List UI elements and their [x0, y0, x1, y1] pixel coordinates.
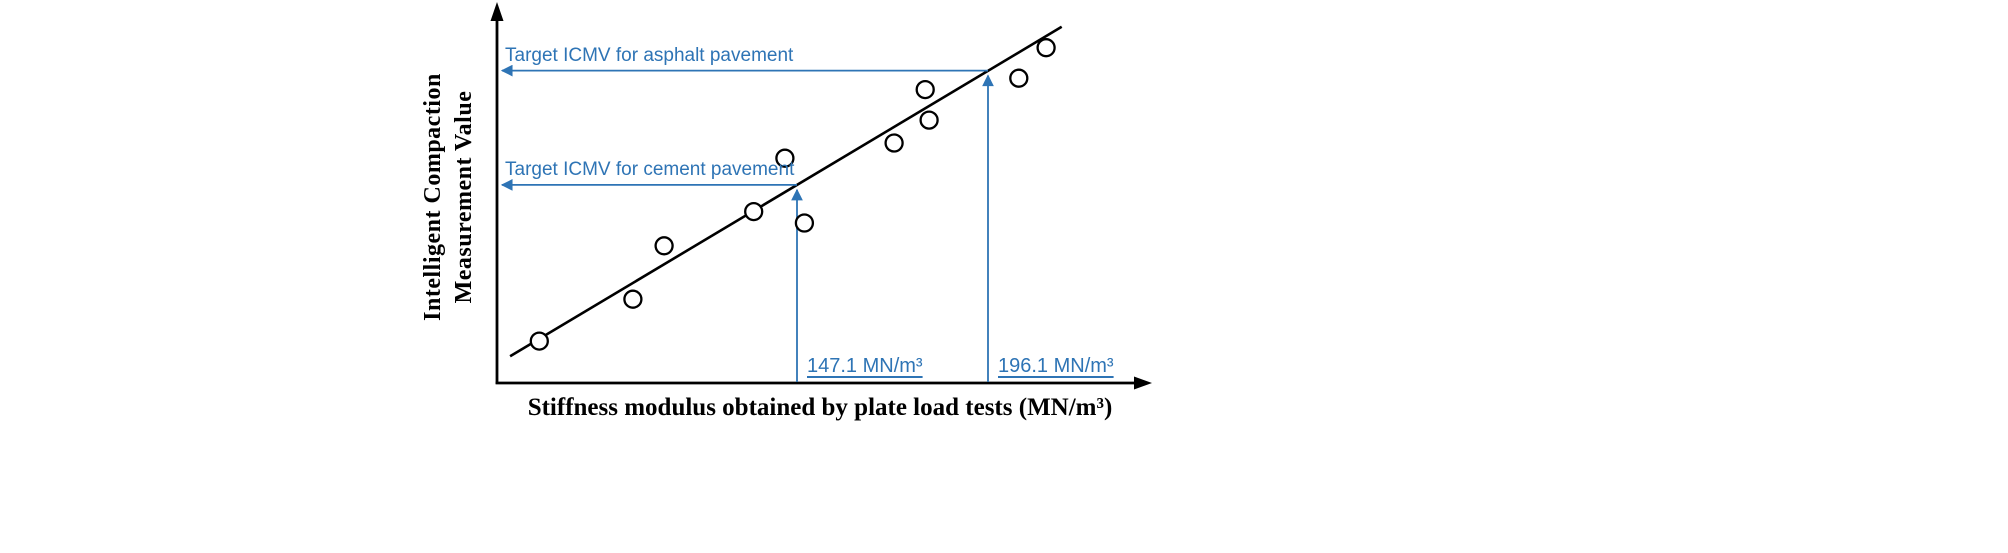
data-point [744, 201, 764, 222]
data-point [794, 213, 815, 233]
data-point [529, 331, 549, 351]
trend-line [509, 25, 1063, 358]
data-point [884, 133, 904, 153]
x-value-label-asphalt: 196.1 MN/m³ [998, 355, 1114, 377]
target-label-asphalt: Target ICMV for asphalt pavement [505, 45, 794, 66]
y-axis-title: Intelligent Compaction Measurement Value [418, 73, 480, 321]
x-axis-arrowhead-icon [1134, 376, 1152, 390]
data-point [1036, 38, 1056, 58]
data-point [654, 236, 674, 256]
data-point [623, 289, 643, 309]
target-label-cement: Target ICMV for cement pavement [505, 159, 795, 180]
data-point [775, 148, 795, 168]
data-point [919, 110, 939, 130]
x-value-label-cement: 147.1 MN/m³ [807, 355, 923, 377]
data-point [1009, 68, 1029, 88]
x-axis-title: Stiffness modulus obtained by plate load… [527, 394, 1113, 421]
y-axis-title-line1: Intelligent Compaction [419, 73, 446, 321]
y-axis-arrowhead-icon [490, 2, 504, 21]
data-point [915, 79, 935, 100]
y-axis-title-line2: Measurement Value [451, 90, 477, 304]
